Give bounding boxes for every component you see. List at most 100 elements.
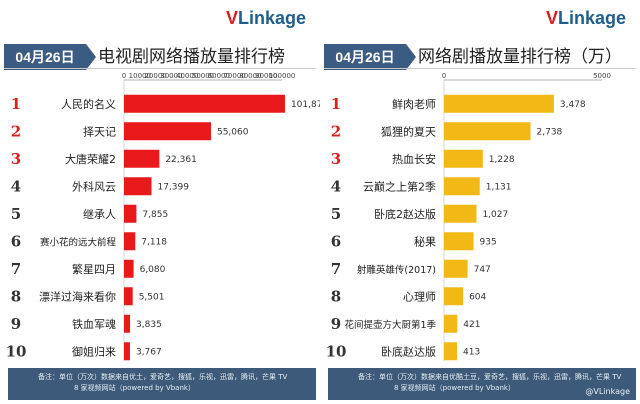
category-label: 心理师	[403, 290, 436, 303]
category-label: 狐狸的夏天	[381, 124, 436, 138]
bar	[124, 94, 285, 113]
bar	[444, 94, 554, 113]
value-label: 17,399	[157, 182, 189, 192]
rank-label: 7	[11, 260, 21, 278]
tv-drama-bar-chart: 0 100002000030000400005000060000700008000…	[6, 72, 320, 361]
rank-label: 5	[331, 205, 341, 223]
value-label: 1,131	[486, 182, 512, 192]
category-label: 御姐归来	[72, 344, 116, 358]
category-label: 卧底赵达版	[381, 344, 436, 358]
value-label: 935	[480, 237, 497, 247]
value-label: 22,361	[165, 155, 197, 165]
value-label: 747	[474, 265, 491, 275]
web-drama-panel: VLinkage 04月26日 网络剧播放量排行榜（万） 0 5000 1 鲜肉老师 3…	[320, 0, 640, 404]
rank-label: 3	[331, 150, 341, 168]
x-tick-label: 0	[442, 72, 446, 80]
rank-label: 8	[11, 287, 21, 305]
footer-note: 备注：单位（万次）数据来自优土，爱奇艺，搜狐，乐视，迅雷，腾讯，芒果 TV 8 …	[8, 368, 316, 400]
vlinkage-logo: VLinkage	[225, 8, 306, 28]
category-label: 热血长安	[392, 152, 436, 166]
bar	[124, 204, 137, 223]
footer-line-1: 备注：单位（万次）数据来自优酷土豆，爱奇艺，搜狐，乐视，迅雷，腾讯，芒果 TV	[358, 373, 622, 381]
x-tick-label: 0	[122, 72, 126, 80]
bar	[124, 149, 160, 168]
category-label: 铁血军魂	[72, 317, 116, 331]
date-tag: 04月26日	[4, 44, 96, 70]
category-label: 花间提壶方大厨第1季	[344, 319, 436, 331]
value-label: 421	[463, 320, 480, 330]
rank-label: 4	[11, 177, 21, 195]
bar	[444, 259, 468, 278]
value-label: 413	[463, 347, 480, 357]
category-label: 人民的名义	[61, 97, 116, 111]
bar	[444, 232, 474, 251]
x-tick-label: 30000	[160, 72, 182, 80]
x-tick-label: 100000	[269, 72, 296, 80]
rank-label: 1	[331, 95, 341, 113]
x-tick-label: 10000	[129, 72, 151, 80]
rank-label: 3	[11, 150, 21, 168]
chart-title: 电视剧网络播放量排行榜	[98, 47, 285, 67]
x-tick-label: 70000	[223, 72, 245, 80]
footer-line-2: 8 家视频网站（powered by Vbank）	[394, 384, 515, 392]
rank-label: 10	[6, 342, 27, 360]
rank-label: 6	[11, 232, 21, 250]
bar	[444, 287, 464, 306]
category-label: 择天记	[83, 124, 116, 138]
category-label: 卧底2赵达版	[374, 207, 436, 221]
category-label: 漂洋过海来看你	[39, 289, 116, 303]
x-tick-label: 40000	[176, 72, 198, 80]
value-label: 5,501	[139, 292, 165, 302]
rank-label: 9	[11, 315, 21, 333]
vlinkage-logo: VLinkage	[545, 8, 626, 28]
category-label: 秘果	[414, 234, 436, 248]
bar	[444, 122, 531, 141]
x-tick-label: 60000	[208, 72, 230, 80]
bar	[124, 287, 133, 306]
value-label: 7,855	[142, 210, 168, 220]
bar	[124, 122, 211, 141]
bar	[444, 314, 458, 333]
value-label: 7,118	[141, 237, 167, 247]
bar	[124, 232, 136, 251]
weibo-watermark: @VLinkage	[585, 387, 630, 396]
title-divider	[324, 68, 636, 69]
web-drama-bar-chart: 0 5000 1 鲜肉老师 3,478 2 狐狸的夏天 2,738 3 热血长安 1,228 4 云巅之…	[326, 72, 611, 361]
value-label: 101,878	[291, 100, 320, 110]
value-label: 55,060	[217, 127, 249, 137]
footer-line-1: 备注：单位（万次）数据来自优土，爱奇艺，搜狐，乐视，迅雷，腾讯，芒果 TV	[38, 373, 288, 381]
x-tick-label: 80000	[239, 72, 261, 80]
category-label: 大唐荣耀2	[65, 152, 116, 166]
rank-label: 2	[11, 122, 21, 140]
bar	[124, 342, 130, 361]
x-tick-label: 20000	[144, 72, 166, 80]
x-tick-label: 50000	[192, 72, 214, 80]
category-label: 射雕英雄传(2017)	[357, 264, 436, 276]
rank-label: 7	[331, 260, 341, 278]
chart-title: 网络剧播放量排行榜（万）	[418, 47, 622, 67]
bar	[124, 314, 131, 333]
rank-label: 1	[11, 95, 21, 113]
value-label: 3,478	[560, 100, 586, 110]
value-label: 2,738	[537, 127, 563, 137]
rank-label: 9	[331, 315, 341, 333]
bar	[444, 204, 477, 223]
bar	[444, 177, 480, 196]
value-label: 1,027	[482, 210, 508, 220]
footer-note: 备注：单位（万次）数据来自优酷土豆，爱奇艺，搜狐，乐视，迅雷，腾讯，芒果 TV …	[328, 368, 636, 400]
value-label: 1,228	[489, 155, 515, 165]
footer-line-2: 8 家视频网站（powered by Vbank）	[74, 384, 195, 392]
tv-drama-panel: VLinkage 04月26日 电视剧网络播放量排行榜 0 10000 20000 3…	[4, 8, 320, 400]
category-label: 外科风云	[72, 179, 116, 193]
bar	[444, 149, 483, 168]
title-divider	[4, 68, 316, 69]
rank-label: 4	[331, 177, 341, 195]
category-label: 云巅之上第2季	[363, 179, 436, 193]
bar	[124, 259, 134, 278]
value-label: 604	[469, 292, 486, 302]
x-tick-label: 5000	[593, 72, 611, 80]
rank-label: 5	[11, 205, 21, 223]
category-label: 继承人	[83, 208, 116, 221]
rank-label: 6	[331, 232, 341, 250]
bar	[444, 342, 458, 361]
